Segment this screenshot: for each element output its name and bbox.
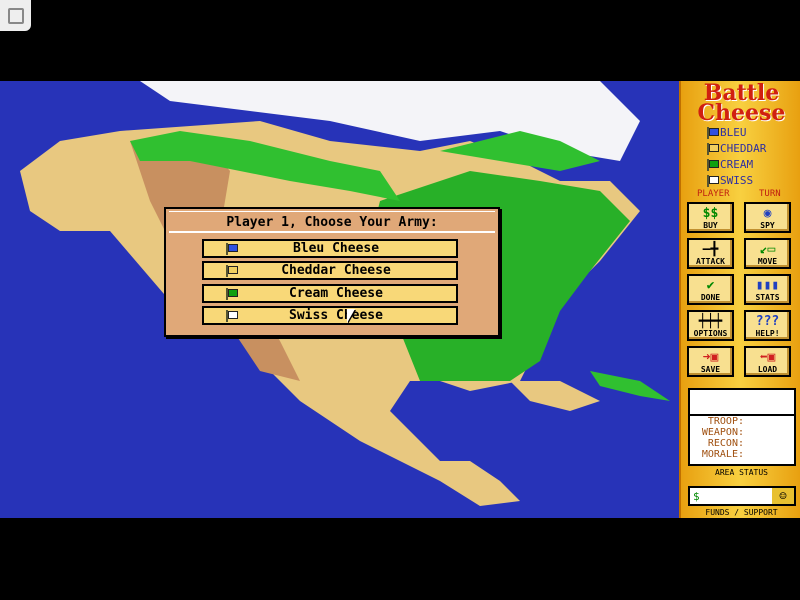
- attack-button[interactable]: —╋ ATTACK: [687, 238, 734, 269]
- done-button[interactable]: ✔ DONE: [687, 274, 734, 305]
- load-button[interactable]: ⬅▣ LOAD: [744, 346, 791, 377]
- choose-army-dialog: Player 1, Choose Your Army: Bleu Cheese …: [164, 207, 500, 337]
- player-cheddar: CHEDDAR: [707, 142, 766, 155]
- bar-chart-icon: ▮▮▮: [755, 278, 780, 293]
- player-label: SWISS: [720, 174, 754, 187]
- area-status-panel: TROOP: WEAPON: RECON: MORALE:: [688, 388, 796, 466]
- blue-flag-icon: [226, 242, 238, 255]
- move-arrow-icon: ↙▭: [759, 242, 776, 257]
- recon-label: RECON:: [707, 438, 744, 449]
- green-flag-icon: [226, 287, 238, 300]
- save-state-button[interactable]: [0, 0, 31, 31]
- blue-flag-icon: [707, 126, 719, 139]
- eye-icon: ◉: [763, 206, 772, 221]
- player-swiss: SWISS: [707, 174, 753, 187]
- sidebar: Battle Cheese BLEU CHEDDAR CREAM SWISS P…: [679, 81, 800, 518]
- yellow-flag-icon: [226, 264, 238, 277]
- load-disk-icon: ⬅▣: [759, 350, 776, 365]
- mouse-cursor-icon: [347, 309, 355, 323]
- sword-icon: —╋: [702, 242, 719, 257]
- green-flag-icon: [707, 158, 719, 171]
- funds-panel: $ ☺: [688, 486, 796, 506]
- player-label: CREAM: [720, 158, 754, 171]
- morale-label: MORALE:: [701, 449, 744, 460]
- player-label: PLAYER: [697, 189, 730, 199]
- troop-label: TROOP:: [707, 416, 744, 427]
- stats-button[interactable]: ▮▮▮ STATS: [744, 274, 791, 305]
- move-button[interactable]: ↙▭ MOVE: [744, 238, 791, 269]
- spy-button[interactable]: ◉ SPY: [744, 202, 791, 233]
- save-disk-icon: ➜▣: [702, 350, 719, 365]
- question-marks-icon: ???: [755, 314, 780, 329]
- yellow-flag-icon: [707, 142, 719, 155]
- white-flag-icon: [707, 174, 719, 187]
- player-cream: CREAM: [707, 158, 753, 171]
- white-flag-icon: [226, 309, 238, 322]
- game-title-line2: Cheese: [697, 100, 786, 126]
- help-button[interactable]: ??? HELP!: [744, 310, 791, 341]
- funds-support-label: FUNDS / SUPPORT: [705, 508, 778, 517]
- dialog-title: Player 1, Choose Your Army:: [169, 211, 495, 233]
- sliders-icon: ┿┿┿: [698, 314, 723, 329]
- checkmark-icon: ✔: [706, 278, 715, 293]
- funds-value: $: [693, 489, 700, 503]
- buy-button[interactable]: $$ BUY: [687, 202, 734, 233]
- player-bleu: BLEU: [707, 126, 747, 139]
- player-label: CHEDDAR: [720, 142, 767, 155]
- army-option-cream[interactable]: Cream Cheese: [202, 284, 458, 303]
- army-option-swiss[interactable]: Swiss Cheese: [202, 306, 458, 325]
- floppy-disk-icon: [7, 7, 24, 24]
- money-icon: $$: [702, 206, 719, 221]
- support-face-icon: ☺: [772, 488, 794, 504]
- game-title-line1: Battle: [703, 80, 780, 106]
- army-option-bleu[interactable]: Bleu Cheese: [202, 239, 458, 258]
- turn-label: TURN: [759, 189, 781, 199]
- save-button[interactable]: ➜▣ SAVE: [687, 346, 734, 377]
- area-status-label: AREA STATUS: [715, 468, 768, 477]
- weapon-label: WEAPON:: [701, 427, 744, 438]
- army-option-cheddar[interactable]: Cheddar Cheese: [202, 261, 458, 280]
- player-label: BLEU: [720, 126, 747, 139]
- options-button[interactable]: ┿┿┿ OPTIONS: [687, 310, 734, 341]
